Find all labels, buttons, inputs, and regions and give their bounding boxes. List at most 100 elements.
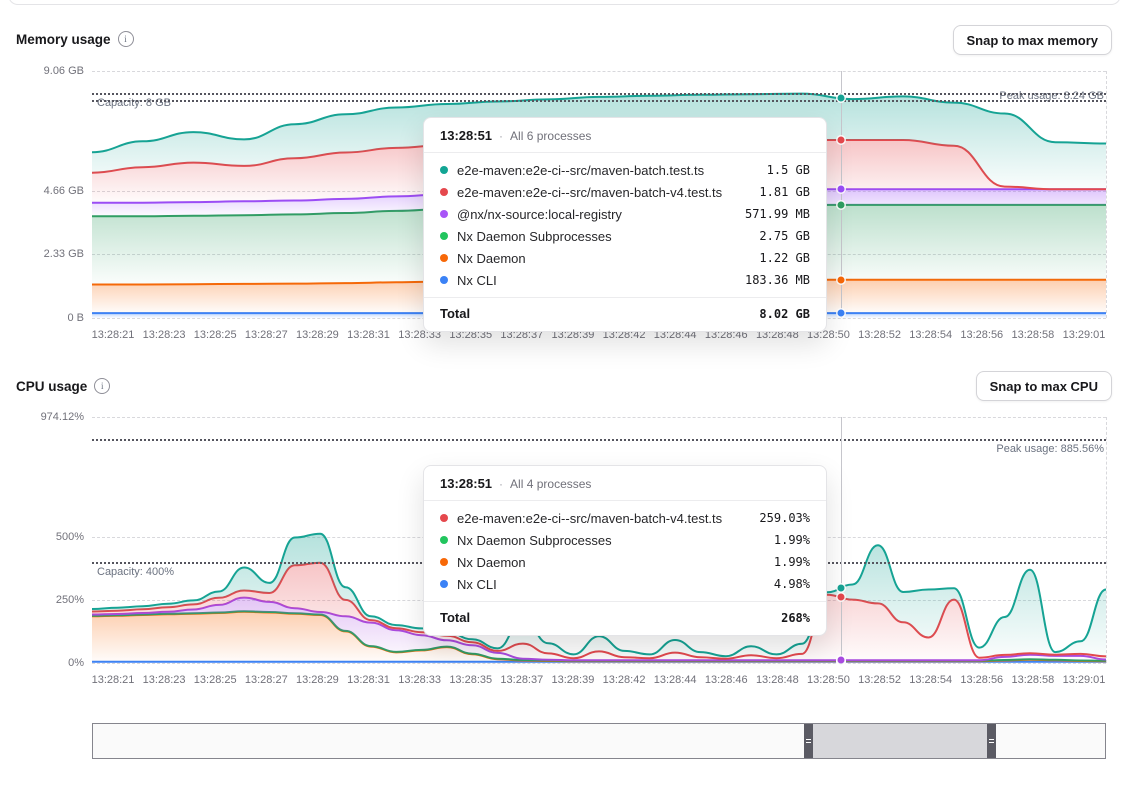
cpu-chart-plot[interactable]: [92, 417, 1106, 663]
mem-x-axis-label: 13:28:37: [500, 329, 544, 341]
memory-title-text: Memory usage: [16, 31, 111, 47]
mem-crosshair-dot: [837, 309, 845, 317]
cpu-tooltip-rows: e2e-maven:e2e-ci--src/maven-batch-v4.tes…: [424, 507, 826, 595]
cpu-x-axis-label: 13:29:01: [1062, 674, 1106, 686]
process-value: 1.5 GB: [766, 163, 810, 177]
cpu-x-axis-label: 13:28:27: [244, 674, 288, 686]
process-value: 1.99%: [773, 533, 810, 547]
snap-to-max-memory-button[interactable]: Snap to max memory: [952, 25, 1112, 55]
tooltip-time: 13:28:51: [440, 476, 493, 491]
cpu-x-axis-label: 13:28:31: [347, 674, 390, 686]
cpu-tooltip-header: 13:28:51 · All 4 processes: [424, 466, 826, 500]
process-name: Nx CLI: [457, 272, 497, 288]
cpu-x-axis-label: 13:28:33: [398, 674, 442, 686]
mem-x-axis-label: 13:28:48: [755, 329, 799, 341]
mem-y-axis-label: 2.33 GB: [43, 248, 84, 261]
top-card-edge: [8, 0, 1121, 5]
mem-crosshair-dot: [837, 136, 845, 144]
memory-tooltip-rows: e2e-maven:e2e-ci--src/maven-batch.test.t…: [424, 159, 826, 291]
mem-gridline: [92, 71, 1106, 72]
mem-x-axis-label: 13:28:25: [193, 329, 237, 341]
cpu-gridline: [92, 417, 1106, 418]
mem-crosshair-line: [841, 71, 843, 318]
cpu-x-axis-label: 13:28:54: [909, 674, 953, 686]
mem-x-axis-label: 13:28:31: [347, 329, 390, 341]
mem-series-line: [92, 92, 1106, 154]
series-color-dot-icon: [440, 558, 448, 566]
process-value: 259.03%: [759, 511, 810, 525]
memory-tooltip-header: 13:28:51 · All 6 processes: [424, 118, 826, 152]
total-label: Total: [440, 610, 471, 625]
tooltip-process-row: e2e-maven:e2e-ci--src/maven-batch-v4.tes…: [424, 181, 826, 203]
cpu-tooltip: 13:28:51 · All 4 processes e2e-maven:e2e…: [423, 465, 827, 636]
total-label: Total: [440, 306, 471, 321]
mem-crosshair-dot: [837, 276, 845, 284]
cpu-crosshair-dot: [837, 593, 845, 601]
cpu-x-axis-label: 13:28:46: [704, 674, 748, 686]
info-icon[interactable]: i: [117, 31, 134, 47]
mem-x-axis-label: 13:28:29: [295, 329, 339, 341]
cpu-section-title: CPU usage i: [16, 378, 111, 394]
cpu-y-axis-label: 0%: [68, 657, 84, 669]
process-name: Nx Daemon Subprocesses: [457, 532, 612, 548]
mem-crosshair-dot: [837, 185, 845, 193]
brush-selection[interactable]: [803, 724, 997, 758]
grip-line: [805, 739, 811, 740]
cpu-y-axis-label: 974.12%: [40, 411, 84, 423]
process-name: Nx Daemon: [457, 554, 526, 570]
cpu-tooltip-total: Total 268%: [424, 601, 826, 635]
cpu-x-axis-label: 13:28:23: [142, 674, 186, 686]
cpu-crosshair-line: [841, 417, 843, 663]
cpu-x-axis-label: 13:28:52: [858, 674, 901, 686]
cpu-x-axis-label: 13:28:21: [91, 674, 135, 686]
series-color-dot-icon: [440, 514, 448, 522]
tooltip-separator: ·: [499, 128, 504, 143]
grip-line: [989, 739, 995, 740]
tooltip-process-row: Nx CLI 4.98%: [424, 573, 826, 595]
brush-right-handle-icon[interactable]: [987, 724, 997, 758]
series-color-dot-icon: [440, 166, 448, 174]
mem-x-axis-label: 13:28:27: [244, 329, 288, 341]
cpu-peak-line: [92, 439, 1106, 442]
mem-x-axis-label: 13:28:46: [704, 329, 748, 341]
cpu-x-axis-label: 13:28:37: [500, 674, 544, 686]
series-color-dot-icon: [440, 580, 448, 588]
mem-x-axis-label: 13:28:44: [653, 329, 697, 341]
process-value: 1.99%: [773, 555, 810, 569]
process-name: Nx Daemon Subprocesses: [457, 228, 612, 244]
process-name: e2e-maven:e2e-ci--src/maven-batch-v4.tes…: [457, 184, 723, 200]
mem-x-axis-label: 13:28:39: [551, 329, 595, 341]
cpu-x-axis-label: 13:28:42: [602, 674, 646, 686]
mem-x-axis-label: 13:28:21: [91, 329, 135, 341]
process-value: 4.98%: [773, 577, 810, 591]
mem-x-axis-label: 13:28:33: [398, 329, 442, 341]
process-name: Nx CLI: [457, 576, 497, 592]
mem-peak-line: [92, 93, 1106, 96]
timeline-brush-track[interactable]: [92, 723, 1106, 759]
mem-area-band: [92, 93, 1106, 190]
mem-x-axis-label: 13:28:56: [960, 329, 1004, 341]
tooltip-time: 13:28:51: [440, 128, 493, 143]
mem-crosshair-dot: [837, 94, 845, 102]
info-icon[interactable]: i: [94, 378, 111, 394]
tooltip-process-row: Nx Daemon 1.22 GB: [424, 247, 826, 269]
cpu-y-axis-label: 250%: [55, 593, 84, 606]
process-value: 1.81 GB: [759, 185, 810, 199]
mem-x-axis-label: 13:28:54: [909, 329, 953, 341]
cpu-peak-label: Peak usage: 885.56%: [996, 443, 1104, 455]
series-color-dot-icon: [440, 254, 448, 262]
brush-left-handle-icon[interactable]: [803, 724, 813, 758]
mem-y-axis-label: 4.66 GB: [43, 184, 84, 197]
memory-capacity-label: Capacity: 8 GB: [97, 97, 171, 109]
process-name: e2e-maven:e2e-ci--src/maven-batch.test.t…: [457, 162, 705, 178]
series-color-dot-icon: [440, 276, 448, 284]
snap-to-max-cpu-button[interactable]: Snap to max CPU: [975, 371, 1112, 401]
cpu-area-band: [92, 533, 1106, 659]
mem-x-axis-label: 13:28:35: [449, 329, 493, 341]
cpu-capacity-label: Capacity: 400%: [97, 566, 175, 578]
tooltip-process-row: @nx/nx-source:local-registry 571.99 MB: [424, 203, 826, 225]
cpu-x-axis-label: 13:28:35: [449, 674, 493, 686]
memory-section-title: Memory usage i: [16, 31, 134, 47]
process-name: e2e-maven:e2e-ci--src/maven-batch-v4.tes…: [457, 510, 723, 526]
memory-tooltip-total: Total 8.02 GB: [424, 297, 826, 331]
